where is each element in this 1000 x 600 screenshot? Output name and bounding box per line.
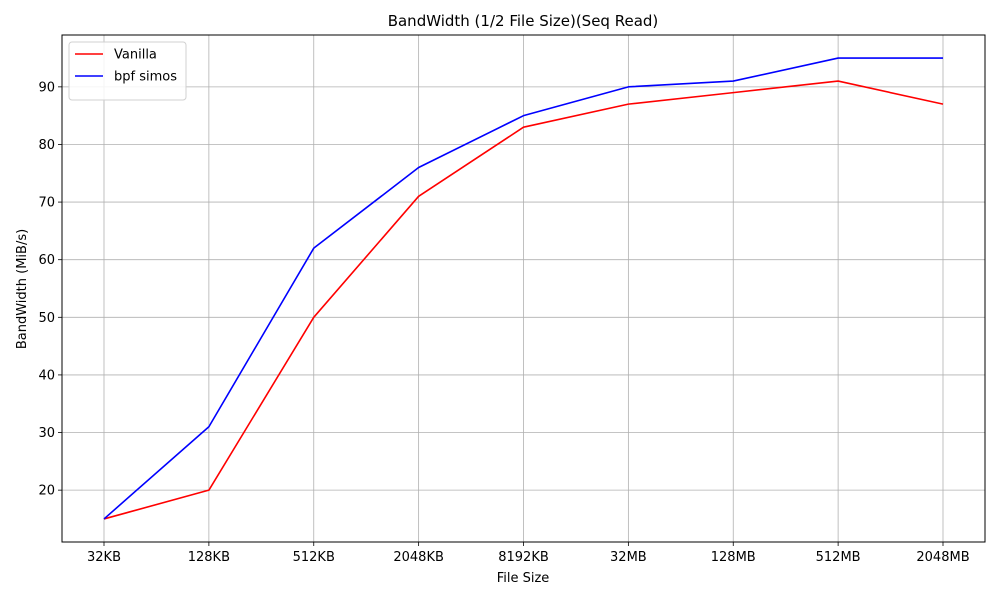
x-tick-label: 2048KB xyxy=(393,550,444,565)
x-tick-label: 128MB xyxy=(711,550,756,565)
series-line-1 xyxy=(103,80,944,520)
y-tick-label: 90 xyxy=(38,80,55,95)
y-tick-label: 50 xyxy=(38,311,55,326)
y-tick-label: 20 xyxy=(38,484,55,499)
x-tick-label: 8192KB xyxy=(498,550,549,565)
legend-label-1: Vanilla xyxy=(114,48,157,63)
legend-box xyxy=(68,41,187,101)
x-axis-label: File Size xyxy=(497,571,550,586)
x-tick-label: 2048MB xyxy=(916,550,969,565)
y-tick-label: 40 xyxy=(38,368,55,383)
series-line-2 xyxy=(103,57,943,520)
y-tick-label: 30 xyxy=(38,426,55,441)
x-tick-label: 512KB xyxy=(293,550,335,565)
series-lines xyxy=(103,57,944,520)
x-tick-label: 128KB xyxy=(188,550,230,565)
x-tick-label: 32MB xyxy=(610,550,647,565)
legend: Vanilla bpf simos xyxy=(68,41,187,101)
y-axis-label: BandWidth (MiB/s) xyxy=(15,229,30,349)
y-tick-label: 60 xyxy=(38,253,55,268)
legend-label-2: bpf simos xyxy=(114,70,177,85)
x-tick-label: 32KB xyxy=(87,550,121,565)
x-tick-label: 512MB xyxy=(816,550,861,565)
chart-title: BandWidth (1/2 File Size)(Seq Read) xyxy=(388,12,659,30)
y-tick-label: 80 xyxy=(38,138,55,153)
y-tick-label: 70 xyxy=(38,196,55,211)
grid xyxy=(62,35,985,542)
y-axis: 20 30 40 50 60 70 80 90 xyxy=(38,80,62,499)
x-axis: 32KB 128KB 512KB 2048KB 8192KB 32MB 128MB 512MB… xyxy=(87,542,970,565)
